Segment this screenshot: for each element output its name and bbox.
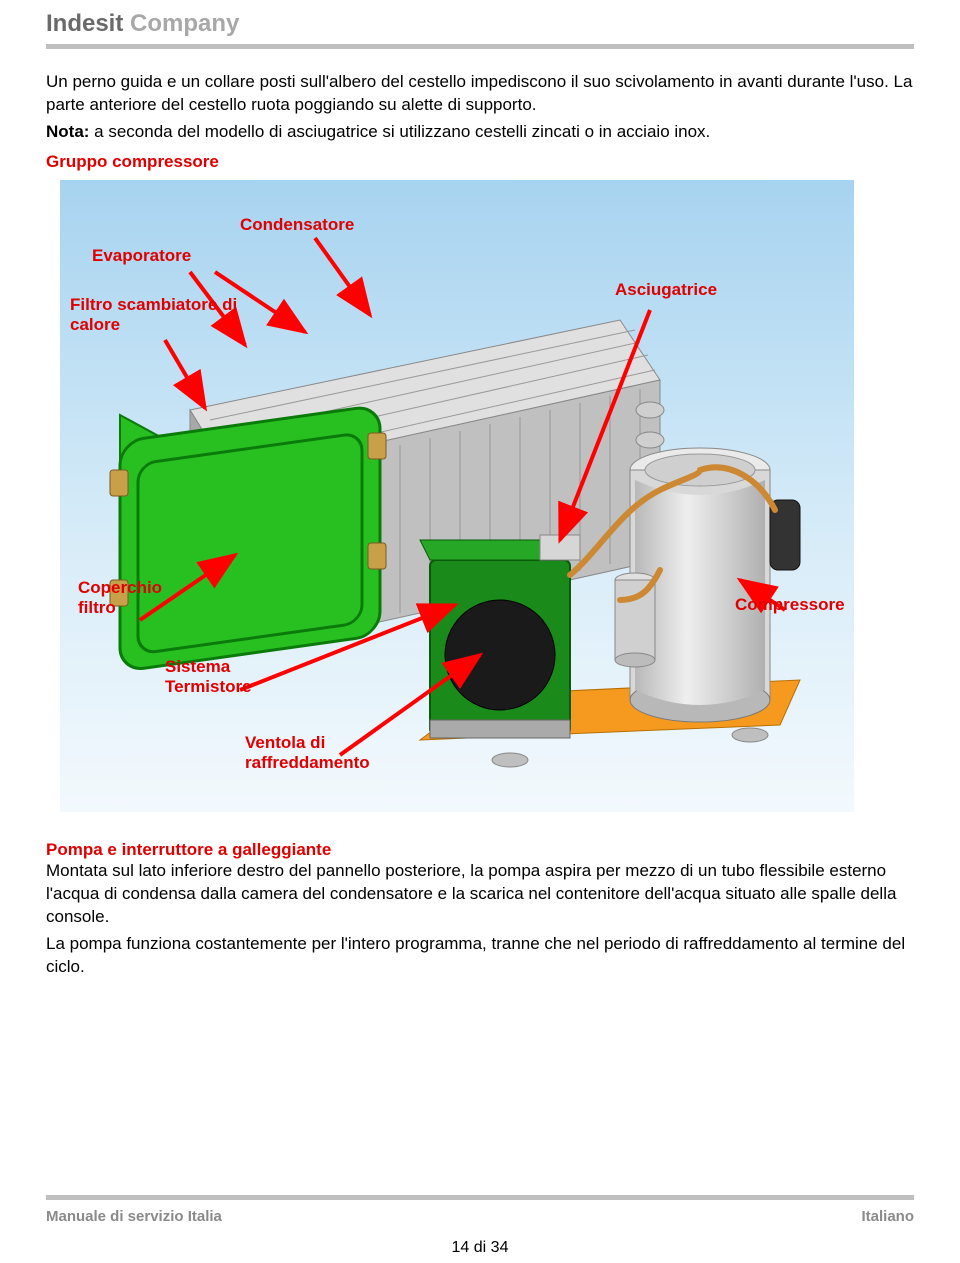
brand-part2: Company	[130, 10, 239, 37]
pump-paragraph-1: Montata sul lato inferiore destro del pa…	[46, 860, 914, 929]
footer-left: Manuale di servizio Italia	[46, 1208, 222, 1225]
pump-paragraph-2: La pompa funziona costantemente per l'in…	[46, 933, 914, 979]
footer: Manuale di servizio Italia Italiano	[46, 1195, 914, 1225]
diagram-illustration	[60, 180, 854, 812]
intro-paragraph: Un perno guida e un collare posti sull'a…	[46, 71, 914, 117]
label-coperchio-filtro: Coperchio filtro	[78, 578, 178, 619]
header-rule	[46, 44, 914, 49]
header-title: Indesit Company	[46, 10, 914, 38]
pump-title: Pompa e interruttore a galleggiante	[46, 840, 914, 860]
footer-rule	[46, 1195, 914, 1200]
label-asciugatrice: Asciugatrice	[615, 280, 717, 300]
label-sistema-termistore: Sistema Termistore	[165, 657, 275, 698]
note-paragraph: Nota: a seconda del modello di asciugatr…	[46, 121, 914, 144]
compressor-diagram: Condensatore Evaporatore Filtro scambiat…	[60, 180, 854, 812]
note-label: Nota:	[46, 122, 89, 141]
label-compressore: Compressore	[735, 595, 845, 615]
label-condensatore: Condensatore	[240, 215, 354, 235]
note-text: a seconda del modello di asciugatrice si…	[89, 122, 710, 141]
label-ventola: Ventola di raffreddamento	[245, 733, 385, 774]
footer-right: Italiano	[861, 1208, 914, 1225]
label-filtro-scambiatore: Filtro scambiatore di calore	[70, 295, 240, 336]
page-number: 14 di 34	[0, 1239, 960, 1257]
brand-part1: Indesit	[46, 10, 123, 37]
label-evaporatore: Evaporatore	[92, 246, 191, 266]
footer-row: Manuale di servizio Italia Italiano	[46, 1208, 914, 1225]
page: Indesit Company Un perno guida e un coll…	[0, 0, 960, 1263]
section-title: Gruppo compressore	[46, 152, 914, 172]
